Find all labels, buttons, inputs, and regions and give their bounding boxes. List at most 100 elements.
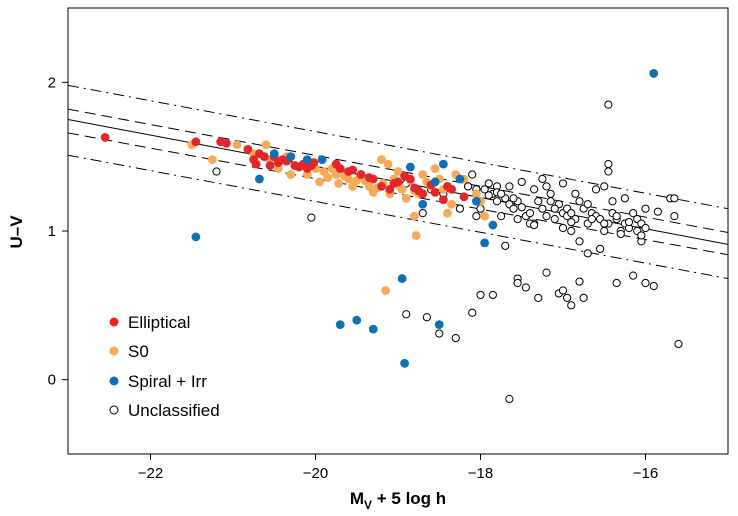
point-unclassified bbox=[641, 204, 650, 213]
fit-line-4 bbox=[68, 154, 728, 280]
point-s0 bbox=[261, 140, 271, 150]
point-elliptical bbox=[348, 165, 358, 175]
point-unclassified bbox=[476, 204, 485, 213]
legend-label-s0: S0 bbox=[128, 342, 149, 361]
point-unclassified bbox=[674, 339, 683, 349]
point-unclassified bbox=[476, 290, 485, 300]
point-s0 bbox=[410, 211, 419, 221]
point-unclassified bbox=[616, 229, 625, 239]
point-s0 bbox=[397, 184, 407, 194]
point-unclassified bbox=[422, 313, 431, 322]
point-unclassified bbox=[653, 207, 662, 216]
point-s0 bbox=[377, 155, 386, 165]
point-s0 bbox=[480, 211, 490, 221]
point-unclassified bbox=[517, 177, 526, 187]
point-elliptical bbox=[377, 182, 386, 191]
point-unclassified bbox=[575, 277, 584, 286]
point-spiral_irr bbox=[317, 155, 327, 165]
point-unclassified bbox=[567, 301, 576, 310]
point-unclassified bbox=[402, 310, 411, 319]
y-tick-label: 2 bbox=[48, 74, 56, 91]
point-unclassified bbox=[468, 308, 477, 317]
point-s0 bbox=[315, 177, 325, 187]
point-unclassified bbox=[670, 212, 679, 221]
x-axis-title-rest: + 5 log h bbox=[372, 489, 446, 508]
point-elliptical bbox=[418, 189, 428, 199]
point-spiral_irr bbox=[352, 315, 362, 325]
point-unclassified bbox=[480, 185, 489, 194]
legend-marker-s0 bbox=[109, 346, 119, 356]
y-axis-ticks: 0 1 2 bbox=[48, 74, 68, 389]
point-unclassified bbox=[583, 200, 592, 209]
point-s0 bbox=[447, 199, 457, 209]
point-unclassified bbox=[509, 194, 518, 203]
point-unclassified bbox=[505, 182, 514, 191]
point-elliptical bbox=[309, 158, 319, 168]
point-unclassified bbox=[418, 209, 427, 218]
legend-marker-unclassified bbox=[109, 405, 119, 415]
point-spiral_irr bbox=[471, 196, 481, 206]
point-elliptical bbox=[356, 170, 366, 179]
point-spiral_irr bbox=[255, 174, 264, 184]
point-s0 bbox=[430, 164, 440, 173]
point-unclassified bbox=[558, 223, 568, 233]
point-unclassified bbox=[513, 278, 522, 288]
point-unclassified bbox=[546, 189, 555, 198]
point-s0 bbox=[401, 193, 411, 203]
point-s0 bbox=[323, 173, 333, 182]
point-s0 bbox=[207, 155, 217, 165]
point-unclassified bbox=[435, 329, 444, 338]
point-unclassified bbox=[484, 179, 493, 188]
point-spiral_irr bbox=[488, 220, 498, 230]
point-elliptical bbox=[393, 177, 403, 187]
point-unclassified bbox=[629, 209, 638, 218]
point-s0 bbox=[286, 170, 296, 179]
x-tick-label: −20 bbox=[303, 465, 328, 482]
point-spiral_irr bbox=[302, 155, 312, 165]
point-unclassified bbox=[567, 209, 576, 218]
point-unclassified bbox=[587, 215, 596, 224]
point-unclassified bbox=[505, 394, 514, 404]
point-spiral_irr bbox=[418, 199, 428, 209]
point-unclassified bbox=[600, 226, 609, 236]
point-unclassified bbox=[530, 220, 539, 230]
y-tick-label: 1 bbox=[48, 223, 56, 240]
point-unclassified bbox=[451, 333, 460, 343]
point-elliptical bbox=[335, 164, 345, 173]
point-unclassified bbox=[604, 160, 613, 169]
point-unclassified bbox=[571, 189, 580, 198]
point-unclassified bbox=[542, 182, 551, 191]
point-unclassified bbox=[620, 194, 629, 203]
point-s0 bbox=[443, 208, 452, 218]
point-elliptical bbox=[191, 137, 201, 147]
point-unclassified bbox=[525, 209, 535, 218]
legend-label-unclassified: Unclassified bbox=[128, 401, 220, 420]
point-spiral_irr bbox=[191, 232, 201, 242]
point-unclassified bbox=[538, 204, 547, 213]
point-unclassified bbox=[583, 249, 592, 258]
point-unclassified bbox=[468, 170, 477, 179]
point-unclassified bbox=[542, 212, 551, 221]
point-unclassified bbox=[509, 204, 518, 213]
point-unclassified bbox=[612, 278, 621, 288]
point-unclassified bbox=[649, 281, 658, 291]
point-s0 bbox=[383, 159, 393, 169]
point-unclassified bbox=[464, 182, 473, 191]
point-elliptical bbox=[405, 174, 415, 184]
point-unclassified bbox=[542, 268, 551, 277]
point-spiral_irr bbox=[397, 274, 407, 283]
point-unclassified bbox=[513, 215, 522, 224]
point-unclassified bbox=[637, 231, 646, 240]
point-unclassified bbox=[212, 167, 221, 176]
point-unclassified bbox=[497, 212, 506, 221]
point-unclassified bbox=[455, 204, 464, 213]
point-elliptical bbox=[265, 161, 275, 170]
x-axis-title: MV + 5 log h bbox=[350, 489, 446, 512]
point-unclassified bbox=[608, 197, 617, 206]
point-unclassified bbox=[600, 219, 609, 228]
point-unclassified bbox=[604, 167, 613, 176]
point-s0 bbox=[344, 174, 353, 184]
point-spiral_irr bbox=[405, 162, 415, 172]
point-elliptical bbox=[430, 187, 440, 197]
